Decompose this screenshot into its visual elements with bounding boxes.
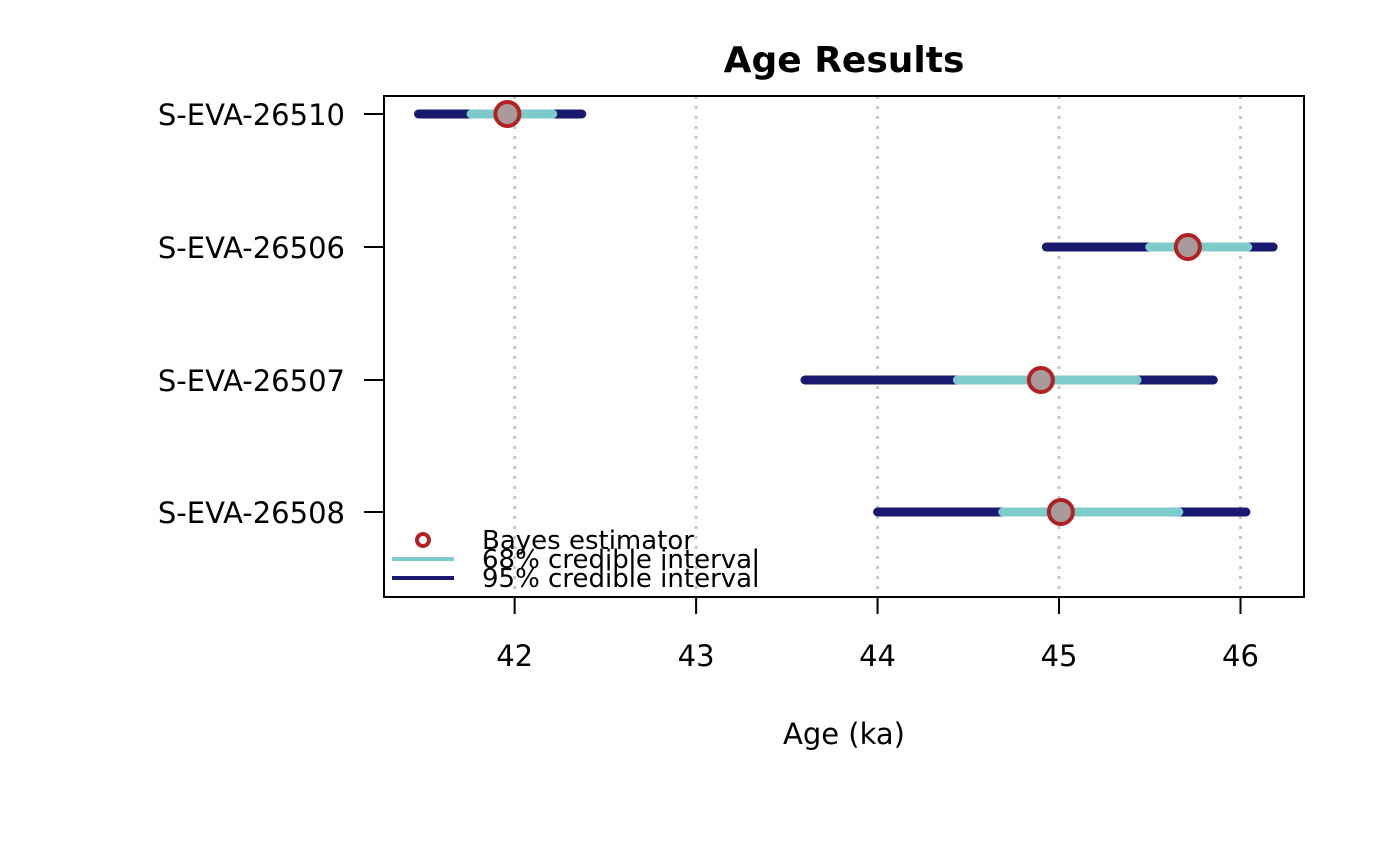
bayes-estimator-point xyxy=(493,100,522,128)
plot-frame xyxy=(383,95,1305,598)
y-tick-label: S-EVA-26510 xyxy=(158,98,345,132)
grid-lines xyxy=(513,96,1242,597)
y-tick-label: S-EVA-26508 xyxy=(158,496,345,530)
bayes-estimator-point xyxy=(1046,498,1075,526)
legend-label: 95% credible interval xyxy=(482,564,759,594)
x-tick-label: 43 xyxy=(678,639,715,673)
axis-ticks: 42 43 44 45 46 S-EVA-26510 S-EVA-26506 S-EVA-26… xyxy=(158,98,1259,673)
legend-label: 68% credible interval xyxy=(482,545,759,575)
y-tick-label: S-EVA-26507 xyxy=(158,364,345,398)
bayes-estimator-point xyxy=(1173,233,1202,261)
legend-point-symbol xyxy=(415,532,431,548)
x-tick-label: 45 xyxy=(1041,639,1078,673)
x-tick-label: 42 xyxy=(496,639,533,673)
bayes-estimator-point xyxy=(1026,366,1055,394)
x-tick-label: 44 xyxy=(859,639,896,673)
x-tick-label: 46 xyxy=(1222,639,1259,673)
x-axis-label: Age (ka) xyxy=(783,717,905,751)
legend-label: Bayes estimator xyxy=(482,526,694,556)
chart-title: Age Results xyxy=(724,40,965,81)
data-marks xyxy=(413,100,1278,526)
y-tick-label: S-EVA-26506 xyxy=(158,231,345,265)
